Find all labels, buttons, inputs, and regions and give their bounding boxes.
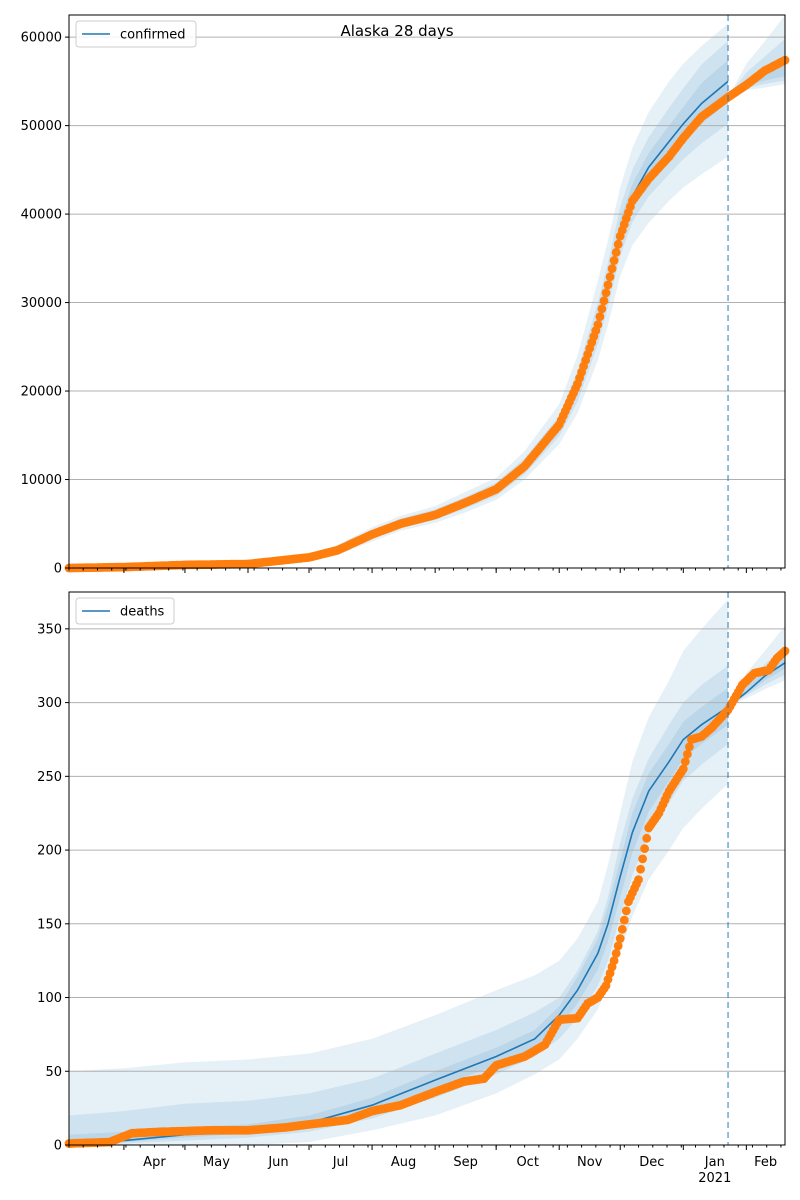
y-tick-label: 250	[37, 770, 62, 785]
x-tick-label: Sep	[453, 1155, 478, 1170]
deaths-y-axis: 0 50 100 150 200 250 300 350	[37, 622, 69, 1154]
confirmed-panel: 0 10000 20000 30000 40000 50000 60000 confirme…	[21, 14, 790, 577]
y-tick-label: 200	[37, 844, 62, 859]
confirmed-x-axis	[68, 568, 782, 573]
observed-point	[683, 749, 692, 759]
deaths-x-axis: Apr May Jun Jul Aug Sep Oct Nov Dec Jan Feb	[68, 1145, 782, 1170]
observed-point	[640, 844, 649, 853]
observed-point	[595, 312, 605, 322]
observed-point	[636, 864, 645, 874]
deaths-legend-box	[75, 597, 175, 625]
x-tick-label: Oct	[516, 1155, 538, 1170]
confirmed-band-outer	[69, 23, 728, 569]
deaths-observed-points	[64, 646, 790, 1148]
observed-point	[619, 915, 629, 925]
x-tick-label: Aug	[391, 1155, 416, 1170]
y-tick-label: 50000	[21, 119, 62, 134]
observed-point	[617, 924, 627, 934]
observed-point	[680, 757, 690, 766]
figure-title: Alaska 28 days	[340, 22, 453, 40]
confirmed-legend: confirmed	[75, 20, 197, 48]
x-tick-label: Feb	[754, 1155, 777, 1170]
observed-point	[613, 941, 623, 951]
observed-point	[615, 934, 625, 943]
observed-point	[685, 742, 694, 752]
observed-point	[611, 948, 621, 958]
x-tick-label: Nov	[577, 1155, 603, 1170]
observed-point	[605, 272, 615, 282]
y-tick-label: 20000	[21, 385, 62, 400]
y-tick-label: 50	[45, 1065, 62, 1080]
confirmed-observed-points	[64, 55, 790, 573]
deaths-panel: 0 50 100 150 200 250 300 350 Apr May Jun Jul Aug Sep…	[37, 591, 790, 1186]
observed-point	[642, 833, 652, 843]
y-tick-label: 60000	[21, 31, 62, 46]
deaths-legend-label: deaths	[120, 605, 165, 620]
observed-point	[613, 239, 623, 249]
y-tick-label: 100	[37, 991, 62, 1006]
y-tick-label: 40000	[21, 208, 62, 223]
observed-point	[621, 906, 631, 916]
observed-point	[603, 280, 613, 290]
y-tick-label: 10000	[21, 473, 62, 488]
confirmed-legend-label: confirmed	[120, 28, 186, 43]
x-tick-label: Dec	[639, 1155, 664, 1170]
observed-point	[678, 764, 688, 774]
observed-point	[607, 264, 617, 273]
x-tick-label: Jan	[704, 1155, 725, 1170]
x-tick-label: May	[203, 1155, 230, 1170]
observed-point	[593, 320, 603, 330]
observed-point	[638, 854, 647, 864]
x-tick-label: Apr	[143, 1155, 166, 1170]
observed-point	[599, 296, 609, 306]
observed-point	[609, 256, 619, 265]
deaths-legend: deaths	[75, 597, 175, 625]
y-tick-label: 300	[37, 696, 62, 711]
observed-point	[634, 875, 643, 884]
observed-point	[611, 248, 621, 257]
deaths-band-mid	[69, 665, 728, 1145]
y-tick-label: 0	[54, 1139, 62, 1154]
y-tick-label: 150	[37, 917, 62, 932]
observed-point	[601, 288, 611, 298]
y-tick-label: 350	[37, 622, 62, 637]
confirmed-legend-box	[75, 20, 197, 48]
x-tick-label: Jul	[332, 1155, 349, 1170]
confirmed-axes-frame	[68, 14, 786, 569]
deaths-axes-frame	[68, 591, 786, 1146]
confirmed-extrapolation-band-outer	[728, 15, 785, 98]
confirmed-y-axis: 0 10000 20000 30000 40000 50000 60000	[21, 31, 69, 577]
observed-point	[609, 956, 619, 966]
y-tick-label: 30000	[21, 296, 62, 311]
y-tick-label: 0	[54, 562, 62, 577]
x-tick-label: Jun	[267, 1155, 288, 1170]
observed-point	[597, 304, 607, 314]
x-axis-year-label: 2021	[698, 1171, 731, 1186]
